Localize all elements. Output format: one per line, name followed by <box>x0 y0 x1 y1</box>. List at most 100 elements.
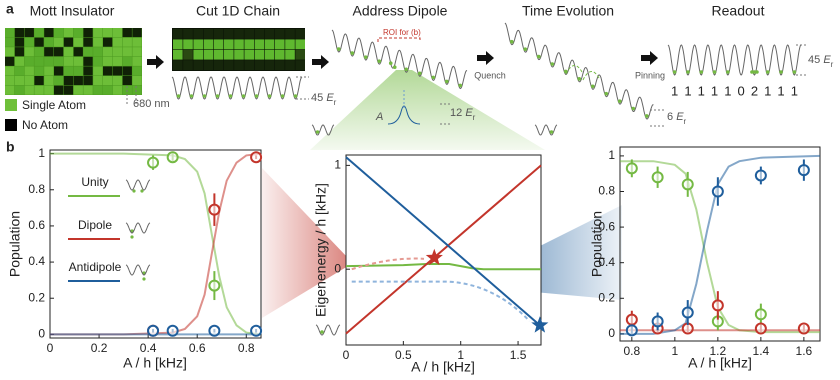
image-cell <box>203 29 214 39</box>
depth-label: 12 Er <box>450 107 476 122</box>
image-cell <box>54 85 64 95</box>
image-cell <box>234 60 244 70</box>
y-axis-label: Population <box>589 211 605 277</box>
image-cell <box>63 66 74 76</box>
readout-digit: 1 <box>698 83 705 98</box>
chart: 0.8 1 1.2 1.4 1.6 0 0.2 0.4 0.6 0.8 1 A / h [kHz] Po… <box>589 146 821 371</box>
data-point <box>147 324 160 337</box>
legend-label: No Atom <box>22 118 68 132</box>
image-cell <box>34 85 44 95</box>
image-cell <box>112 28 123 38</box>
line <box>345 164 542 335</box>
x-tick-label: 0.2 <box>91 341 108 355</box>
image-cell <box>14 56 25 66</box>
image-cell <box>54 37 64 47</box>
depth-label: 45 Er <box>311 92 337 107</box>
image-cell <box>132 76 142 86</box>
image-cell <box>73 85 83 95</box>
image-cell <box>224 39 234 50</box>
layer: 1 1 1 1 1 0 2 1 1 10 0.2 0.4 0.6 0.800.20.40.60.81A /… <box>5 22 821 375</box>
image-cell <box>132 37 142 47</box>
image-cell <box>234 49 244 60</box>
atom <box>417 71 422 76</box>
image-cell <box>103 28 113 38</box>
data-point <box>625 324 638 337</box>
data-point <box>208 279 221 292</box>
atom <box>130 235 134 239</box>
y-tick-label: 1 <box>38 146 45 160</box>
x-tick-label: 1 <box>457 348 464 362</box>
image-cell <box>112 37 123 47</box>
depth-sub: r <box>831 60 834 69</box>
image-cell <box>73 66 83 76</box>
atom <box>350 51 355 55</box>
atom <box>792 70 797 74</box>
image-cell <box>173 39 183 50</box>
image-cell <box>254 29 265 39</box>
lattice <box>125 179 151 191</box>
image-cell <box>24 85 34 95</box>
atom <box>132 189 136 193</box>
image-cell <box>132 47 142 57</box>
image-cell <box>34 66 44 76</box>
y-tick-label: 0.6 <box>598 219 615 233</box>
image-cell <box>83 28 93 38</box>
image-cell <box>285 49 295 60</box>
data-point <box>797 322 810 335</box>
image-cell <box>5 66 15 76</box>
image-cell <box>63 85 74 95</box>
step-note: Quench <box>474 70 506 80</box>
image-cell <box>103 76 113 86</box>
image-cell <box>93 37 103 47</box>
image-cell <box>54 76 64 86</box>
depth-sub: r <box>473 113 476 122</box>
atom <box>142 277 146 281</box>
step-arrow <box>312 55 329 69</box>
atom <box>241 94 246 98</box>
image-cell <box>54 56 64 66</box>
y-tick-label: 0.8 <box>598 184 615 198</box>
image-cell <box>5 47 15 57</box>
image-cell <box>244 60 254 70</box>
image-cell <box>83 47 93 57</box>
y-tick-label: 1 <box>334 158 341 172</box>
image-cell <box>244 29 254 39</box>
image-cell <box>285 29 295 39</box>
image-cell <box>44 37 54 47</box>
y-tick-label: 0.4 <box>598 255 615 269</box>
depth-symbol: E <box>326 92 334 104</box>
image-cell <box>44 47 54 57</box>
roi-bracket <box>377 37 421 42</box>
atom <box>202 94 207 98</box>
x-tick-label: 0.6 <box>189 341 206 355</box>
atom <box>755 70 759 74</box>
lattice <box>315 324 341 336</box>
data-point <box>651 315 664 328</box>
readout-digit: 1 <box>671 83 678 98</box>
image-cell <box>122 76 132 86</box>
x-axis-label: A / h [kHz] <box>123 355 187 371</box>
chart: 0 0.2 0.4 0.6 0.8 0 0.2 0.4 0.6 0.8 1 A / h [kHz] Po… <box>7 146 263 371</box>
atom <box>388 61 393 66</box>
image-cell <box>112 56 123 66</box>
image-cell <box>5 76 15 86</box>
readout-digit: 0 <box>738 83 745 98</box>
step-arrow <box>477 51 494 65</box>
image-cell <box>83 85 93 95</box>
legend-label: Single Atom <box>22 98 86 112</box>
image-cell <box>14 28 25 38</box>
fit-curve <box>50 152 262 336</box>
depth-number: 45 <box>311 92 323 104</box>
step-arrow <box>147 55 164 69</box>
x-axis-label: A / h [kHz] <box>688 355 752 371</box>
image-cell <box>24 66 34 76</box>
atom <box>726 70 730 74</box>
step-arrow <box>641 51 658 65</box>
atom <box>604 91 609 96</box>
image-cell <box>193 49 203 60</box>
depth-sub: r <box>334 98 337 107</box>
data-point <box>681 178 694 191</box>
line <box>345 263 541 271</box>
data-point <box>208 324 221 337</box>
image-cell <box>14 85 25 95</box>
